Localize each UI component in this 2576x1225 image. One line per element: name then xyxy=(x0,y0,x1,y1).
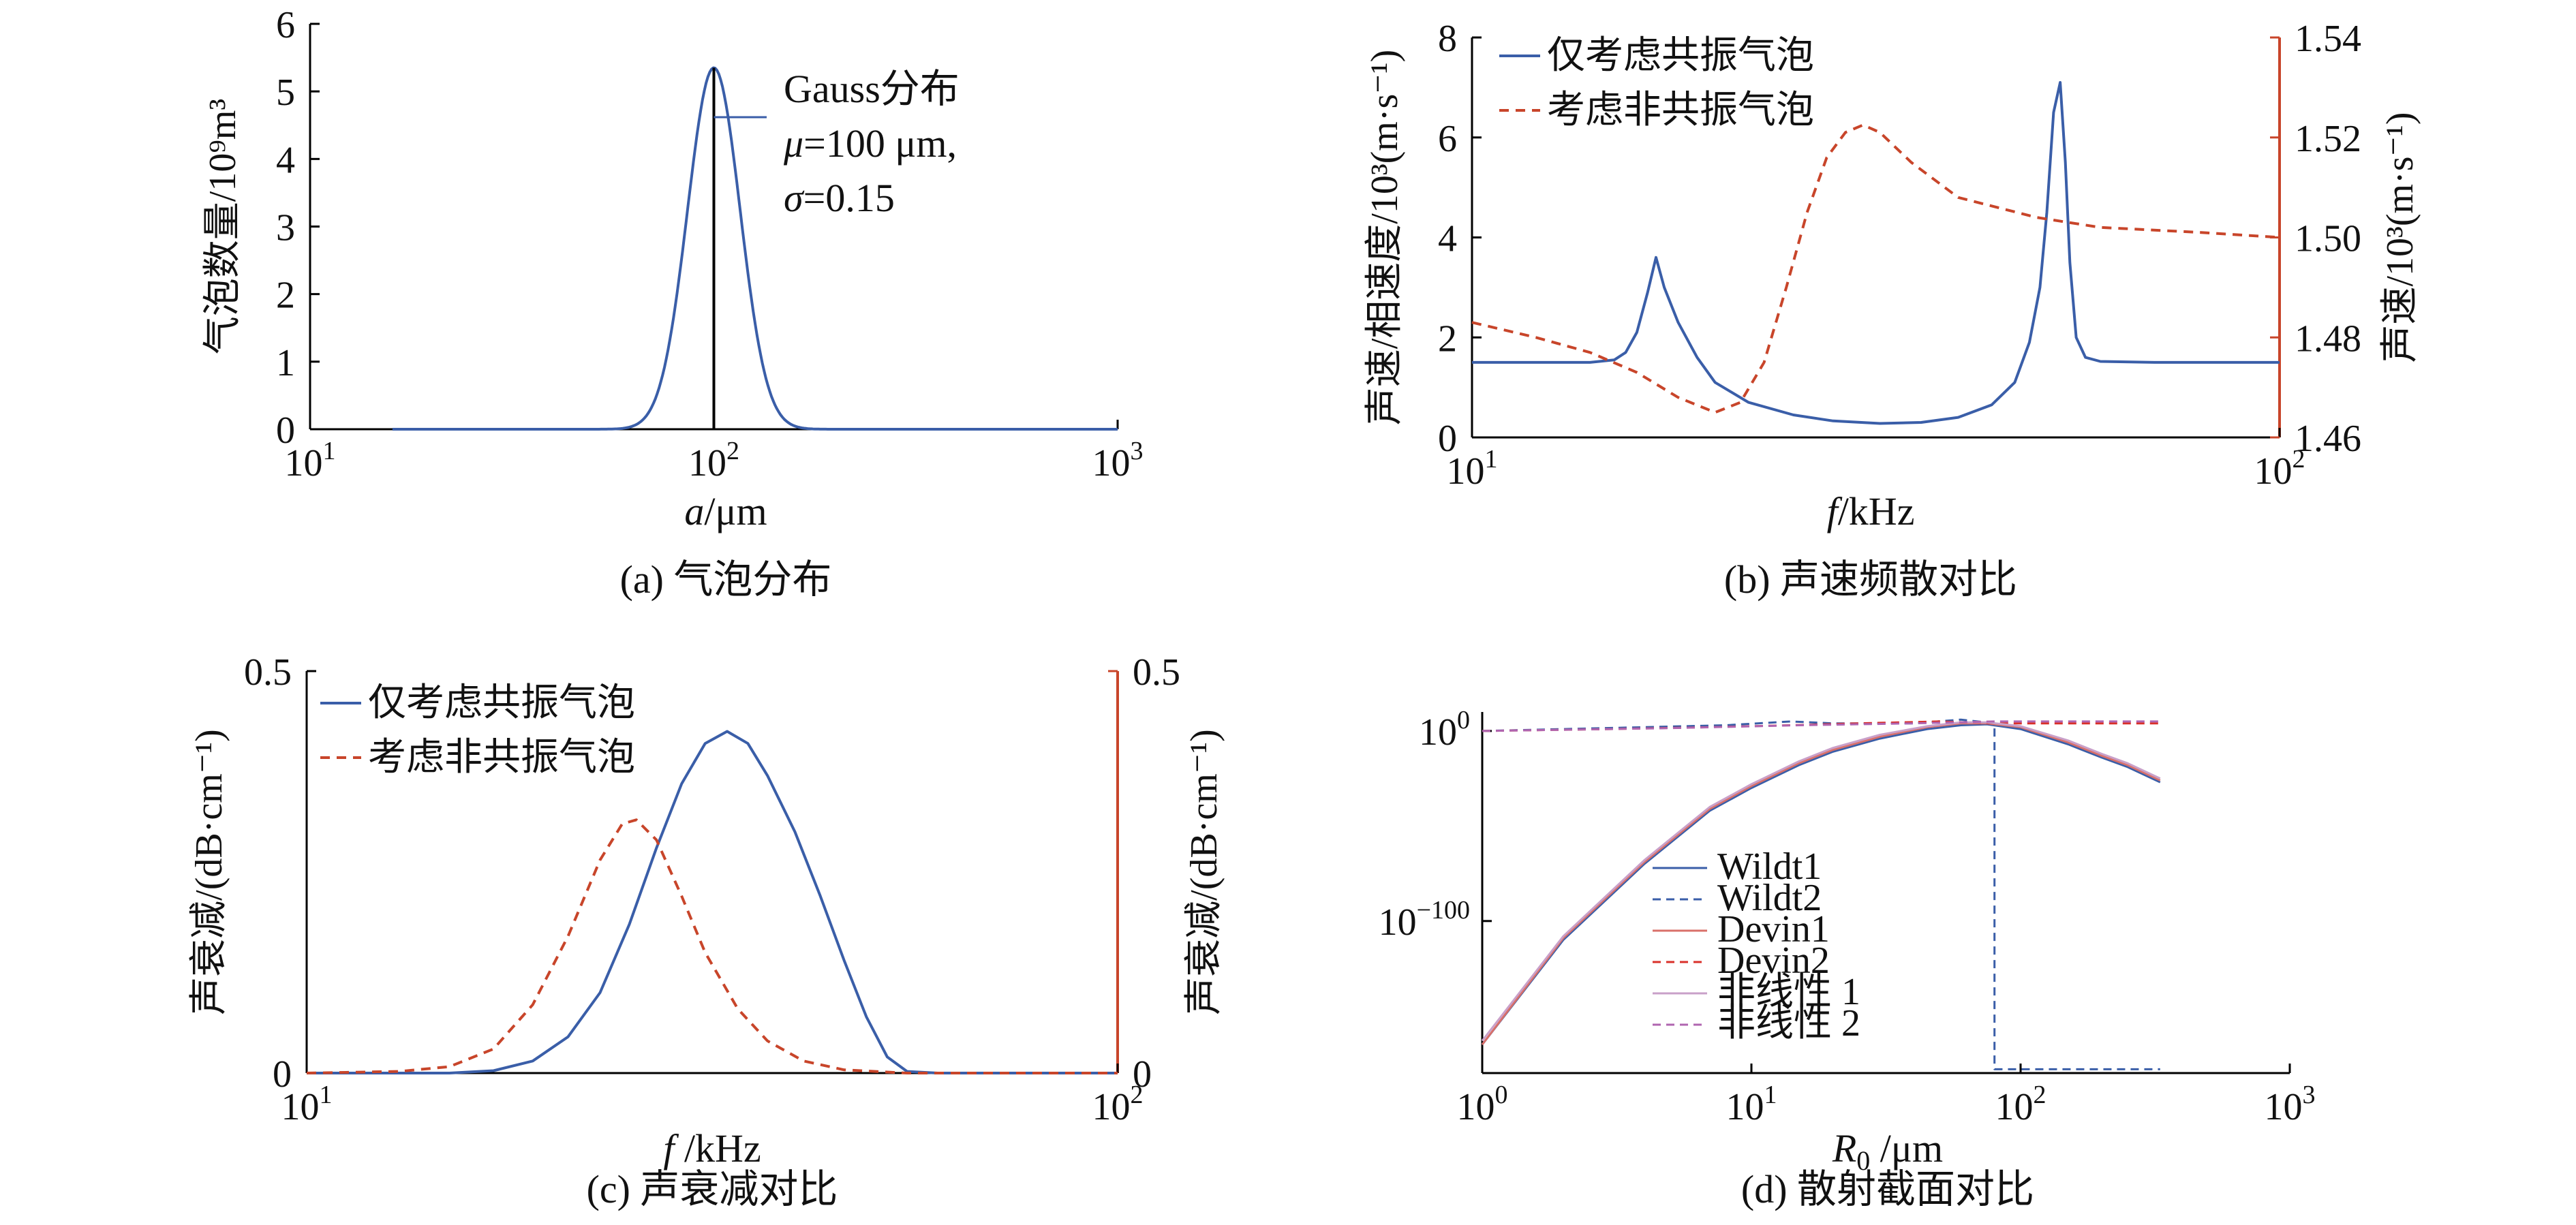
x-tick-label: 102 xyxy=(1092,1081,1144,1128)
x-tick-label: 103 xyxy=(2265,1081,2316,1128)
y-tick-label: 1 xyxy=(276,342,295,384)
x-tick-label: 101 xyxy=(1447,445,1498,493)
y-tick-label: 0 xyxy=(276,409,295,452)
legend-label: 非线性 1 xyxy=(1717,971,1860,1013)
y-tick-label: 4 xyxy=(1438,218,1457,260)
x-tick-label: 103 xyxy=(1092,437,1144,484)
y-tick-label: 4 xyxy=(276,139,295,181)
x-axis-label: f/kHz xyxy=(1827,489,1915,533)
legend-label: Devin2 xyxy=(1717,940,1830,982)
series-5-line xyxy=(1481,721,2161,1042)
y-axis-label-right: 声衰减/(dB·cm⁻¹) xyxy=(1183,729,1225,1015)
y-tick-label-right: 1.46 xyxy=(2295,418,2361,460)
legend-label: Wildt1 xyxy=(1717,846,1822,888)
y-tick-label: 100 xyxy=(1419,706,1470,754)
y-tick-label-right: 1.54 xyxy=(2295,18,2361,60)
x-tick-label: 101 xyxy=(281,1081,333,1128)
y-tick-label: 2 xyxy=(276,275,295,317)
legend-label: 仅考虑共振气泡 xyxy=(1547,35,1814,77)
y-tick-label: 0 xyxy=(1438,418,1457,460)
x-axis-label: R0 /μm xyxy=(1832,1126,1943,1176)
y-tick-label-right: 1.52 xyxy=(2295,118,2361,160)
y-tick-label-right: 0 xyxy=(1133,1053,1152,1096)
y-tick-label: 8 xyxy=(1438,18,1457,60)
y-tick-label: 6 xyxy=(1438,118,1457,160)
y-axis-label: 声衰减/(dB·cm⁻¹) xyxy=(188,729,230,1015)
annotation-line1: Gauss分布 xyxy=(784,67,960,111)
y-tick-label: 0.5 xyxy=(244,651,292,694)
panel-b: 101 102 (b) 声速频散对比 f/kHz 0 2 4 6 8 1.46 1.48 1.50 1.… xyxy=(1364,18,2421,602)
series-4-line xyxy=(1482,720,2160,732)
y-tick-label: 2 xyxy=(1438,317,1457,360)
y-tick-label-right: 1.48 xyxy=(2295,317,2361,360)
x-tick-label: 102 xyxy=(1995,1081,2046,1128)
series-resonant-line xyxy=(1472,81,2280,425)
y-tick-label: 0 xyxy=(273,1053,292,1096)
legend-label: Devin1 xyxy=(1717,908,1830,950)
legend-label: 仅考虑共振气泡 xyxy=(368,682,635,724)
y-tick-label: 5 xyxy=(276,72,295,114)
x-tick-label: 102 xyxy=(688,437,739,484)
y-axis-label-right: 声速/10³(m·s⁻¹) xyxy=(2379,112,2421,363)
series-gauss-line xyxy=(392,66,1118,431)
annotation-line2: μ=100 μm, xyxy=(783,121,957,166)
y-axis-label: 气泡数量/10⁹m³ xyxy=(202,99,244,354)
y-axis-label: 声速/相速度/10³(m·s⁻¹) xyxy=(1364,50,1406,426)
series-nonresonant-line xyxy=(1471,123,2280,414)
legend-label: 考虑非共振气泡 xyxy=(368,736,635,779)
y-tick-label: 3 xyxy=(276,207,295,249)
x-axis-label: f /kHz xyxy=(663,1126,761,1170)
series-1-line xyxy=(1481,723,2161,1046)
y-tick-label-right: 1.50 xyxy=(2295,218,2361,260)
panel-caption: (d) 散射截面对比 xyxy=(1741,1167,2034,1211)
x-tick-label: 102 xyxy=(2254,445,2305,493)
legend-label: 考虑非共振气泡 xyxy=(1547,89,1814,131)
panel-caption: (a) 气泡分布 xyxy=(620,557,832,602)
legend-label: 非线性 2 xyxy=(1717,1002,1860,1044)
x-axis-label: a/μm xyxy=(684,489,767,533)
series-resonant-line xyxy=(307,730,1118,1074)
legend-label: Wildt2 xyxy=(1717,877,1822,919)
annotation-line3: σ=0.15 xyxy=(784,176,895,220)
series-3-line xyxy=(1481,722,2161,1046)
x-tick-label: 101 xyxy=(285,437,336,484)
y-tick-label: 6 xyxy=(276,4,295,46)
y-tick-label: 10−100 xyxy=(1379,896,1470,944)
x-tick-label: 100 xyxy=(1457,1081,1508,1128)
panel-a: 101 102 103 (a) 气泡分布 a/μm 0 1 2 3 4 5 6 气泡数量/10⁹m³ Ga… xyxy=(202,4,1144,602)
panel-caption: (b) 声速频散对比 xyxy=(1724,557,2017,602)
series-nonresonant-line xyxy=(306,818,1118,1074)
y-tick-label-right: 0.5 xyxy=(1133,651,1180,694)
panel-caption: (c) 声衰减对比 xyxy=(587,1167,838,1211)
x-tick-label: 101 xyxy=(1726,1081,1777,1128)
